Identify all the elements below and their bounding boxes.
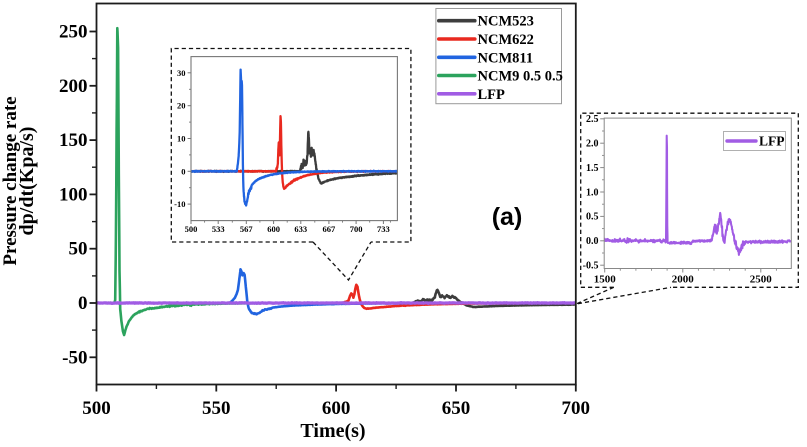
svg-text:NCM9 0.5 0.5: NCM9 0.5 0.5	[478, 69, 563, 85]
svg-text:(a): (a)	[492, 203, 523, 231]
svg-text:10: 10	[177, 134, 186, 144]
svg-text:0.0: 0.0	[586, 236, 599, 247]
svg-text:550: 550	[202, 398, 231, 419]
svg-text:2000: 2000	[672, 274, 695, 286]
svg-text:LFP: LFP	[759, 134, 785, 149]
svg-text:2500: 2500	[750, 274, 773, 286]
svg-text:20: 20	[177, 101, 186, 111]
svg-text:733: 733	[377, 224, 390, 234]
svg-text:600: 600	[267, 224, 280, 234]
svg-text:500: 500	[185, 224, 198, 234]
svg-text:50: 50	[69, 239, 88, 260]
svg-text:200: 200	[59, 76, 88, 97]
svg-text:500: 500	[82, 398, 111, 419]
svg-text:-50: -50	[62, 347, 87, 368]
svg-text:0.5: 0.5	[586, 212, 599, 223]
svg-text:700: 700	[350, 224, 363, 234]
svg-text:0: 0	[78, 293, 88, 314]
svg-text:650: 650	[442, 398, 471, 419]
svg-text:150: 150	[59, 130, 88, 151]
svg-text:2.5: 2.5	[586, 114, 599, 125]
svg-text:1.0: 1.0	[586, 187, 599, 198]
svg-text:600: 600	[322, 398, 351, 419]
svg-text:-0.5: -0.5	[583, 261, 599, 272]
svg-text:100: 100	[59, 184, 88, 205]
svg-text:Time(s): Time(s)	[300, 420, 365, 442]
svg-text:30: 30	[177, 68, 186, 78]
svg-text:NCM523: NCM523	[478, 14, 534, 30]
svg-text:NCM811: NCM811	[478, 50, 534, 66]
svg-text:0: 0	[181, 166, 185, 176]
svg-text:633: 633	[294, 224, 307, 234]
svg-text:dp/dt(Kpa/s): dp/dt(Kpa/s)	[16, 127, 38, 236]
svg-text:2.0: 2.0	[586, 139, 599, 150]
svg-text:Pressure change rate: Pressure change rate	[0, 96, 21, 265]
svg-text:700: 700	[562, 398, 591, 419]
svg-text:567: 567	[240, 224, 254, 234]
svg-text:-10: -10	[174, 199, 185, 209]
svg-text:667: 667	[323, 224, 337, 234]
svg-text:533: 533	[212, 224, 225, 234]
svg-text:1.5: 1.5	[586, 163, 599, 174]
svg-text:LFP: LFP	[478, 87, 506, 103]
svg-text:NCM622: NCM622	[478, 32, 534, 48]
svg-text:1500: 1500	[594, 274, 617, 286]
svg-text:250: 250	[59, 22, 88, 43]
